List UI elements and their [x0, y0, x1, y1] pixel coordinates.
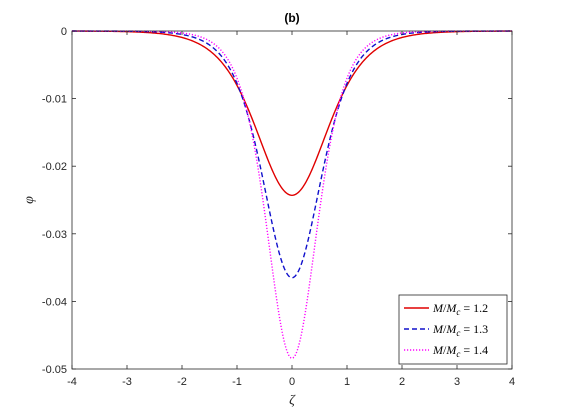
series-layer — [72, 30, 512, 359]
plot-frame — [71, 30, 513, 370]
x-tick-label: 4 — [509, 376, 515, 388]
y-axis-label: φ — [22, 196, 37, 204]
y-tick-label: -0.05 — [42, 364, 67, 376]
y-tick-label: 0 — [61, 26, 67, 38]
y-tick-label: -0.02 — [42, 161, 67, 173]
chart-title: (b) — [284, 11, 299, 25]
y-tick-label: -0.01 — [42, 94, 67, 106]
x-tick-label: 0 — [289, 376, 295, 388]
x-tick-label: -4 — [67, 376, 77, 388]
y-tick-label: -0.04 — [42, 296, 67, 308]
series-line-1 — [72, 30, 512, 196]
legend-label-2: M/Mc = 1.3 — [432, 322, 488, 338]
legend-label-3: M/Mc = 1.4 — [432, 343, 488, 359]
series-line-2 — [72, 30, 512, 279]
x-tick-label: 2 — [399, 376, 405, 388]
x-tick-label: 3 — [454, 376, 460, 388]
y-tick-label: -0.03 — [42, 229, 67, 241]
legend: M/Mc = 1.2 M/Mc = 1.3 M/Mc = 1.4 — [398, 294, 508, 365]
ticks-layer: -4 -3 -2 -1 0 1 2 3 4 0 -0.01 -0.02 -0.03 -0.04 -0.05 — [42, 26, 515, 388]
x-tick-label: -1 — [232, 376, 242, 388]
x-tick-label: 1 — [344, 376, 350, 388]
x-axis-label: ζ — [289, 393, 296, 408]
x-tick-label: -3 — [122, 376, 132, 388]
x-tick-label: -2 — [177, 376, 187, 388]
legend-label-1: M/Mc = 1.2 — [432, 301, 488, 317]
